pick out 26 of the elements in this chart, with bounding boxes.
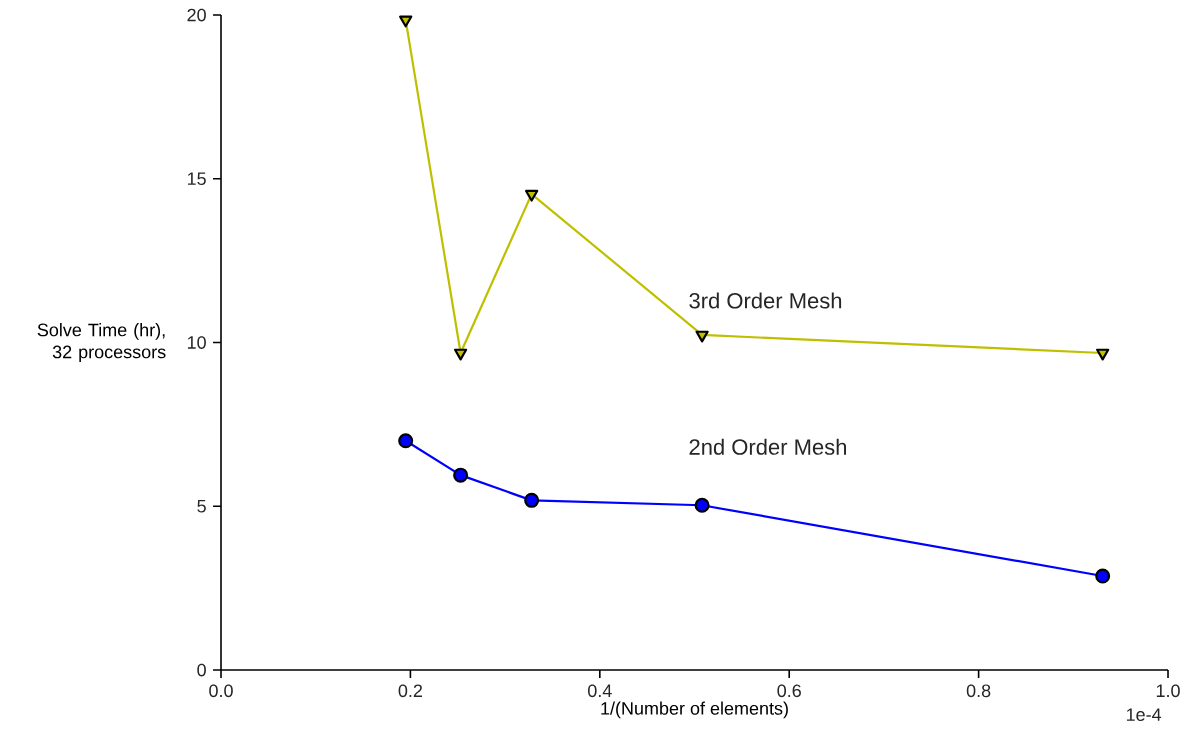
x-tick-label: 0.4 bbox=[588, 684, 612, 698]
y-tick-label: 20 bbox=[187, 8, 206, 22]
point bbox=[398, 433, 414, 449]
y-tick-label: 15 bbox=[187, 172, 206, 186]
x-tick-label: 0.2 bbox=[398, 684, 423, 698]
point bbox=[399, 15, 413, 28]
y-axis-title: Solve Time (hr), 32 processors bbox=[37, 323, 166, 362]
x-tick-label: 0.6 bbox=[777, 684, 801, 698]
point bbox=[453, 348, 468, 361]
text: 1e-4 bbox=[1126, 708, 1162, 721]
point bbox=[694, 497, 710, 513]
x-axis-title: 1/(Number of elements) bbox=[601, 701, 788, 719]
point bbox=[453, 467, 469, 483]
point bbox=[695, 330, 709, 343]
y-tick-label: 0 bbox=[197, 663, 206, 677]
y-tick-label: 10 bbox=[187, 336, 206, 349]
point bbox=[524, 189, 539, 202]
point bbox=[524, 492, 540, 508]
x-tick-label: 0.8 bbox=[966, 684, 991, 698]
text: 2nd Order Mesh bbox=[689, 438, 846, 455]
series-label: 3rd Order Mesh bbox=[689, 292, 842, 309]
point bbox=[1095, 568, 1111, 584]
x-tick-label: 1.0 bbox=[1156, 684, 1180, 698]
point bbox=[1096, 348, 1110, 361]
y-tick-label: 5 bbox=[197, 499, 206, 513]
x-tick-label: 0.0 bbox=[209, 684, 233, 698]
